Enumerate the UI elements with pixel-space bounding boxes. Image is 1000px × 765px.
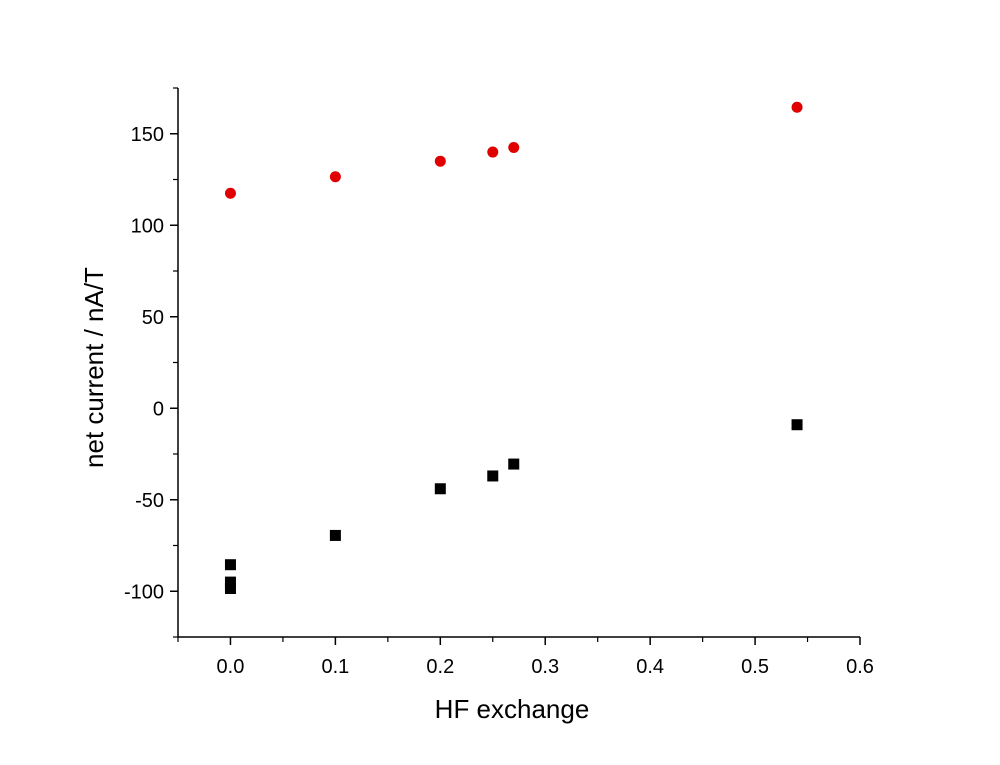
y-tick-label: 50 <box>142 307 164 329</box>
axes <box>177 88 860 638</box>
data-point-square <box>487 470 499 482</box>
data-point-circle <box>508 141 520 153</box>
y-axis-title: net current / nA/T <box>79 267 109 468</box>
x-tick-label: 0.4 <box>636 656 664 678</box>
data-point-square <box>224 559 236 571</box>
data-point-circle <box>329 171 341 183</box>
x-tick-label: 0.1 <box>321 656 349 678</box>
data-point-square <box>224 576 236 588</box>
x-tick-label: 0.6 <box>846 656 874 678</box>
data-point-square <box>329 529 341 541</box>
x-tick-label: 0.5 <box>741 656 769 678</box>
data-point-square <box>224 583 236 595</box>
y-tick-label: -100 <box>124 581 164 603</box>
data-point-circle <box>791 101 803 113</box>
x-tick-label: 0.3 <box>531 656 559 678</box>
data-point-square <box>508 458 520 470</box>
x-tick-label: 0.2 <box>426 656 454 678</box>
data-point-circle <box>224 187 236 199</box>
y-tick-label: 100 <box>131 215 164 237</box>
data-point-square <box>434 483 446 495</box>
x-tick-label: 0.0 <box>217 656 245 678</box>
data-point-circle <box>434 155 446 167</box>
y-tick-label: 0 <box>153 398 164 420</box>
ticks: 0.0 0.1 0.2 0.3 0.4 0.5 0.6 -100 -50 0 50 100 150 <box>124 87 874 678</box>
y-tick-label: -50 <box>135 490 164 512</box>
data-point-circle <box>487 146 499 158</box>
x-axis-title: HF exchange <box>435 694 590 724</box>
y-tick-label: 150 <box>131 124 164 146</box>
data-points <box>224 101 803 595</box>
data-point-square <box>791 419 803 431</box>
